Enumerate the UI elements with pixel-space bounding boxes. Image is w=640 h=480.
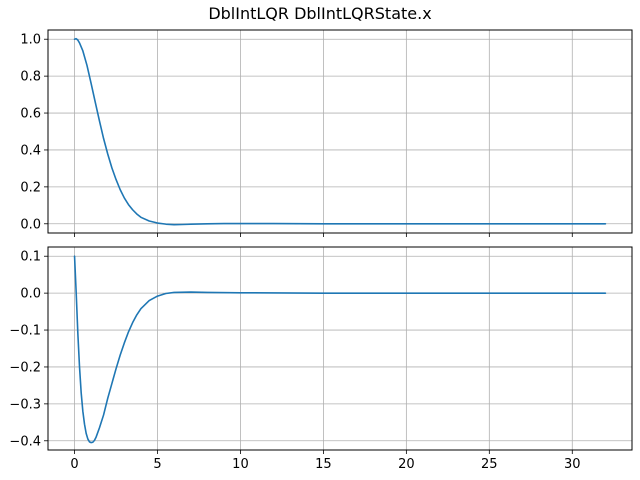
top-subplot-ytick-label: 0.8 (20, 70, 41, 85)
top-subplot-ytick-label: 1.0 (20, 33, 41, 48)
bottom-subplot-ytick-label: 0.0 (20, 287, 41, 302)
chart-title: DblIntLQR DblIntLQRState.x (208, 4, 431, 23)
top-subplot-ytick-label: 0.2 (20, 180, 41, 195)
top-subplot-ytick-label: 0.4 (20, 143, 41, 158)
bottom-subplot-ytick-label: 0.1 (20, 250, 41, 265)
bottom-subplot-xtick-label: 0 (70, 457, 78, 472)
top-subplot: 0.0 0.2 0.4 0.6 0.8 1.0 (20, 29, 633, 237)
bottom-subplot-xtick-label: 10 (232, 457, 249, 472)
bottom-subplot-series (73, 255, 607, 444)
top-subplot-ticks: 0.0 0.2 0.4 0.6 0.8 1.0 (20, 33, 573, 237)
bottom-subplot-xtick-label: 5 (153, 457, 161, 472)
bottom-subplot-xtick-label: 15 (315, 457, 332, 472)
top-subplot-series (73, 37, 607, 226)
bottom-subplot-frame (47, 246, 633, 451)
bottom-subplot-xtick-label: 25 (481, 457, 498, 472)
top-subplot-ytick-label: 0.0 (20, 217, 41, 232)
top-subplot-series-line (73, 37, 607, 226)
bottom-subplot-ytick-label: −0.2 (9, 360, 41, 375)
top-subplot-ytick-label: 0.6 (20, 107, 41, 122)
top-subplot-grid (48, 30, 632, 233)
bottom-subplot: 0 5 10 15 20 25 30 −0.4 −0.3 −0.2 −0.1 0.0 0.1 (9, 246, 633, 472)
bottom-subplot-xtick-label: 30 (564, 457, 581, 472)
bottom-subplot-ytick-label: −0.1 (9, 324, 41, 339)
top-subplot-frame (47, 29, 633, 234)
bottom-subplot-xtick-label: 20 (398, 457, 415, 472)
bottom-subplot-series-line (73, 255, 607, 444)
bottom-subplot-ticks: 0 5 10 15 20 25 30 −0.4 −0.3 −0.2 −0.1 0.0 0.1 (9, 250, 580, 472)
bottom-subplot-grid (48, 247, 632, 450)
bottom-subplot-ytick-label: −0.3 (9, 397, 41, 412)
bottom-subplot-ytick-label: −0.4 (9, 434, 41, 449)
